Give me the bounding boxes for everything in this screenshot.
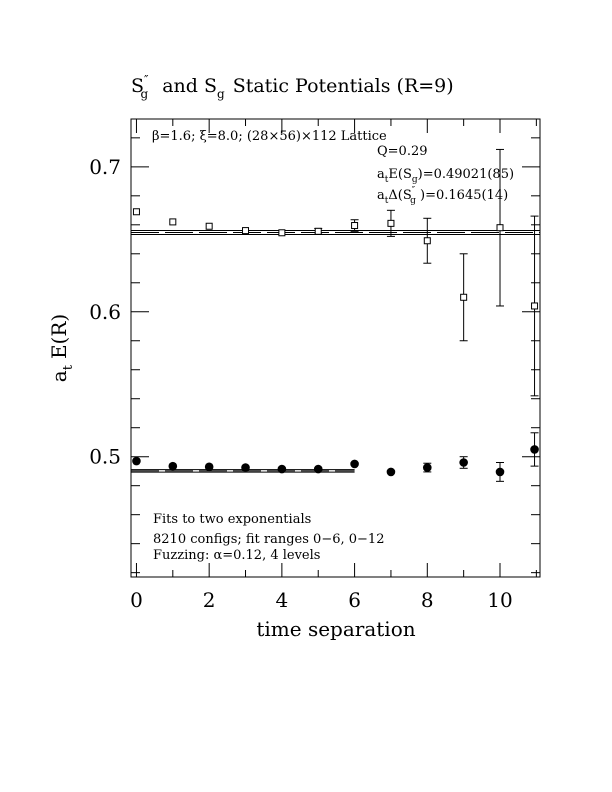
- energy-pre-sub: t: [385, 175, 389, 185]
- chart-title: S″ g and Sg Static Potentials (R=9): [131, 73, 454, 101]
- title-rest: Static Potentials (R=9): [233, 75, 454, 97]
- data-point-square: [496, 224, 504, 232]
- x-tick-labels: 0 2 4 6 8 10: [130, 588, 513, 612]
- data-point-circle: [277, 464, 287, 474]
- data-point-circle: [459, 458, 468, 467]
- x-tick-label: 8: [421, 588, 434, 612]
- data-point-circle: [386, 467, 396, 477]
- title-s1-sup: ″: [144, 73, 149, 87]
- gap-mid-sup: ″: [412, 186, 416, 196]
- title-s2-sub: g: [217, 87, 225, 101]
- fits-note-line-2: 8210 configs; fit ranges 0−6, 0−12: [153, 532, 384, 547]
- data-point-circle: [530, 445, 539, 454]
- fits-note-line-1: Fits to two exponentials: [153, 512, 311, 527]
- gap-pre-sub: t: [385, 196, 389, 206]
- data-marks: [132, 148, 539, 482]
- y-tick-label: 0.5: [89, 445, 121, 469]
- data-point-square: [531, 302, 539, 310]
- data-point-square: [314, 227, 322, 235]
- fits-note-line-3: Fuzzing: α=0.12, 4 levels: [153, 548, 320, 563]
- gap-annotation: atΔ(S″ g )=0.1645(14): [377, 186, 508, 206]
- data-point-square: [169, 218, 177, 226]
- data-point-square: [205, 222, 213, 230]
- x-tick-label: 4: [276, 588, 289, 612]
- data-point-circle: [313, 464, 323, 474]
- energy-pre: a: [377, 167, 385, 182]
- title-s1: S: [131, 75, 144, 97]
- gap-mid: Δ(S: [388, 188, 411, 203]
- data-point-square: [278, 229, 286, 237]
- y-tick-label: 0.7: [89, 155, 121, 179]
- energy-annotation: atE(Sg)=0.49021(85): [377, 167, 514, 185]
- x-tick-label: 2: [203, 588, 216, 612]
- data-point-square: [351, 222, 359, 230]
- data-point-square: [242, 227, 250, 235]
- y-axis-label-rest: E(R): [47, 314, 71, 359]
- energy-post: )=0.49021(85): [418, 167, 514, 182]
- energy-mid-sub: g: [412, 175, 418, 185]
- title-s1-sub: g: [141, 87, 149, 101]
- plot-frame: [130, 118, 541, 578]
- title-mid: and S: [162, 75, 217, 97]
- lattice-annotation: β=1.6; ξ=8.0; (28×56)×112 Lattice: [152, 129, 387, 144]
- energy-mid: E(S: [388, 167, 411, 182]
- y-axis-label-sub: t: [61, 364, 76, 370]
- data-point-circle: [422, 463, 432, 472]
- y-tick-labels: 0.5 0.6 0.7: [89, 155, 121, 469]
- data-point-square: [387, 219, 395, 227]
- data-point-circle: [241, 463, 250, 472]
- gap-mid-sub: g: [410, 196, 416, 206]
- gap-post: )=0.1645(14): [416, 188, 508, 203]
- axis-ticks: [131, 119, 540, 577]
- data-point-square: [132, 208, 140, 216]
- data-point-square: [460, 293, 468, 301]
- x-tick-label: 10: [487, 588, 512, 612]
- x-axis-label: time separation: [256, 617, 415, 641]
- y-axis-label: at E(R): [47, 314, 76, 382]
- data-point-square: [423, 237, 431, 245]
- x-tick-label: 0: [130, 588, 143, 612]
- y-tick-label: 0.6: [89, 300, 121, 324]
- y-axis-label-a: a: [47, 370, 71, 382]
- data-point-circle: [350, 459, 359, 469]
- q-annotation: Q=0.29: [377, 144, 428, 159]
- data-point-circle: [168, 461, 178, 471]
- data-point-circle: [132, 456, 141, 466]
- gap-pre: a: [377, 188, 385, 203]
- data-point-circle: [204, 462, 214, 472]
- fit-bands: [131, 229, 540, 473]
- x-tick-label: 6: [348, 588, 361, 612]
- data-point-circle: [495, 467, 505, 477]
